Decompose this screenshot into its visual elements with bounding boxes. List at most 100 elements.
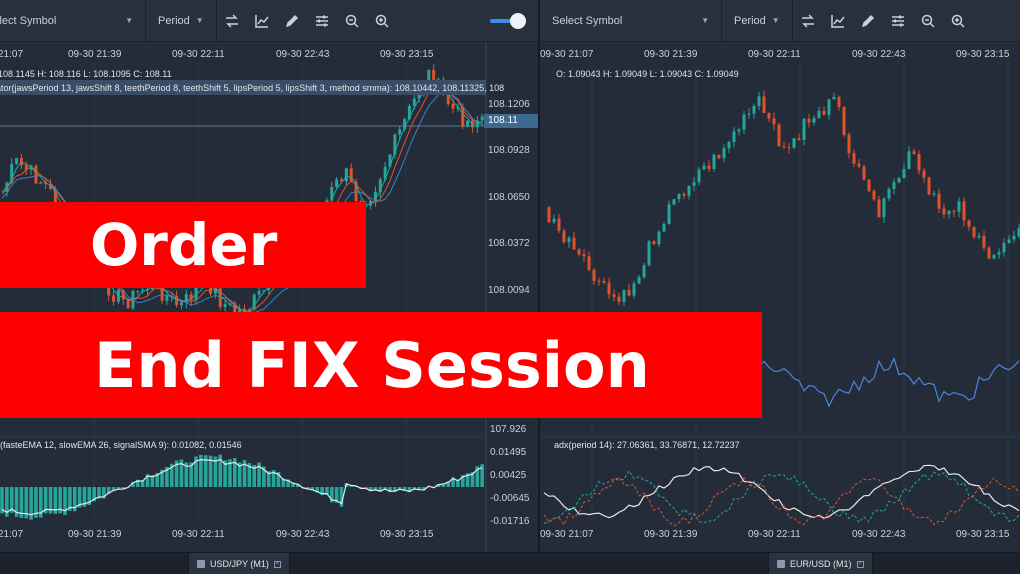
candle-body (412, 98, 416, 106)
candle-body (717, 154, 721, 159)
settings-button[interactable] (307, 0, 337, 42)
candle-body (165, 296, 169, 301)
left-period-select[interactable]: Period ▼ (146, 0, 217, 42)
candle-body (39, 181, 43, 184)
right-symbol-select[interactable]: Select Symbol ▼ (540, 0, 722, 42)
candle-body (461, 106, 465, 127)
macd-bar (247, 462, 252, 487)
macd-bar (407, 487, 412, 493)
candle-body (992, 254, 996, 259)
macd-signal-line (1, 458, 483, 516)
left-chart-pane[interactable]: 21:07 09-30 21:39 09-30 22:11 09-30 22:4… (0, 42, 538, 552)
candle-body (667, 204, 671, 224)
candle-body (892, 182, 896, 189)
macd-bar (252, 464, 256, 487)
left-time-label-3: 09-30 22:11 (172, 49, 225, 60)
candle-body (882, 198, 886, 218)
right-time-label-bottom-4: 09-30 22:43 (852, 529, 906, 540)
left-period-label: Period (158, 14, 190, 27)
zoom-in-button[interactable] (367, 0, 397, 42)
right-chart-pane[interactable]: 09-30 21:07 09-30 21:39 09-30 22:11 09-3… (540, 42, 1020, 552)
left-chart-canvas[interactable] (0, 42, 538, 552)
indicators-button[interactable] (247, 0, 277, 42)
candle-body (942, 208, 946, 215)
candle-body (252, 294, 256, 310)
macd-bar (296, 483, 300, 487)
candle-body (737, 129, 741, 132)
macd-bar (77, 487, 82, 508)
chart-divider[interactable] (538, 0, 540, 574)
macd-bar (150, 475, 155, 487)
close-icon[interactable]: × (273, 560, 281, 568)
sync-toggle[interactable] (490, 13, 526, 29)
candle-body (912, 151, 916, 154)
zoom-in-button[interactable] (943, 0, 973, 42)
zoom-out-button[interactable] (337, 0, 367, 42)
macd-bar (184, 462, 189, 487)
macd-bar (383, 487, 387, 490)
left-symbol-select[interactable]: Select Symbol ▼ (0, 0, 146, 42)
candle-body (687, 185, 691, 196)
left-price-label-2: 108.0928 (488, 145, 530, 156)
candle-body (602, 280, 606, 283)
candle-body (53, 188, 57, 205)
candle-body (637, 277, 641, 284)
candle-body (817, 110, 821, 118)
candle-body (897, 177, 901, 183)
candle-body (432, 70, 436, 90)
swap-button[interactable] (793, 0, 823, 42)
left-time-label-4: 09-30 22:43 (276, 49, 330, 60)
candle-body (407, 105, 411, 120)
candle-body (977, 235, 981, 238)
chevron-down-icon: ▼ (701, 16, 709, 25)
candle-body (29, 165, 33, 170)
macd-bar (145, 474, 150, 487)
macd-bar (465, 473, 470, 487)
candle-body (592, 269, 596, 281)
macd-bar (456, 479, 460, 487)
macd-bar (208, 455, 213, 487)
right-period-select[interactable]: Period ▼ (722, 0, 793, 42)
candle-body (782, 146, 786, 148)
macd-bar (0, 487, 4, 514)
candle-body (34, 165, 38, 184)
zoom-out-button[interactable] (913, 0, 943, 42)
macd-bar (262, 466, 266, 487)
draw-button[interactable] (853, 0, 883, 42)
candle-body (330, 186, 334, 201)
draw-button[interactable] (277, 0, 307, 42)
settings-button[interactable] (883, 0, 913, 42)
indicators-button[interactable] (823, 0, 853, 42)
macd-bar (388, 487, 392, 492)
candle-body (213, 288, 217, 294)
candle-body (403, 119, 407, 130)
left-time-label-1: 21:07 (0, 49, 24, 60)
candle-body (792, 138, 796, 148)
tab-eurusd-label: EUR/USD (M1) (790, 559, 852, 569)
chevron-down-icon: ▼ (771, 16, 780, 25)
macd-bar (174, 460, 179, 487)
candle-body (702, 165, 706, 170)
candle-body (902, 168, 906, 178)
macd-bar (29, 487, 33, 520)
macd-bar (378, 487, 383, 492)
macd-bar (266, 471, 271, 487)
candle-body (475, 120, 479, 128)
candle-body (802, 118, 806, 140)
candle-body (657, 231, 661, 245)
tab-eurusd[interactable]: EUR/USD (M1) × (768, 553, 873, 574)
right-chart-canvas[interactable] (540, 42, 1020, 552)
macd-bar (281, 478, 286, 487)
close-icon[interactable]: × (856, 560, 864, 568)
candle-body (19, 157, 23, 166)
candle-body (587, 256, 591, 270)
candle-body (772, 118, 776, 125)
candle-body (997, 252, 1001, 255)
candle-body (662, 223, 666, 232)
tab-usdjpy[interactable]: USD/JPY (M1) × (188, 553, 290, 574)
swap-button[interactable] (217, 0, 247, 42)
candle-body (972, 226, 976, 238)
candle-body (937, 193, 941, 209)
left-time-label-bottom-3: 09-30 22:11 (172, 529, 225, 540)
candle-body (707, 165, 711, 169)
